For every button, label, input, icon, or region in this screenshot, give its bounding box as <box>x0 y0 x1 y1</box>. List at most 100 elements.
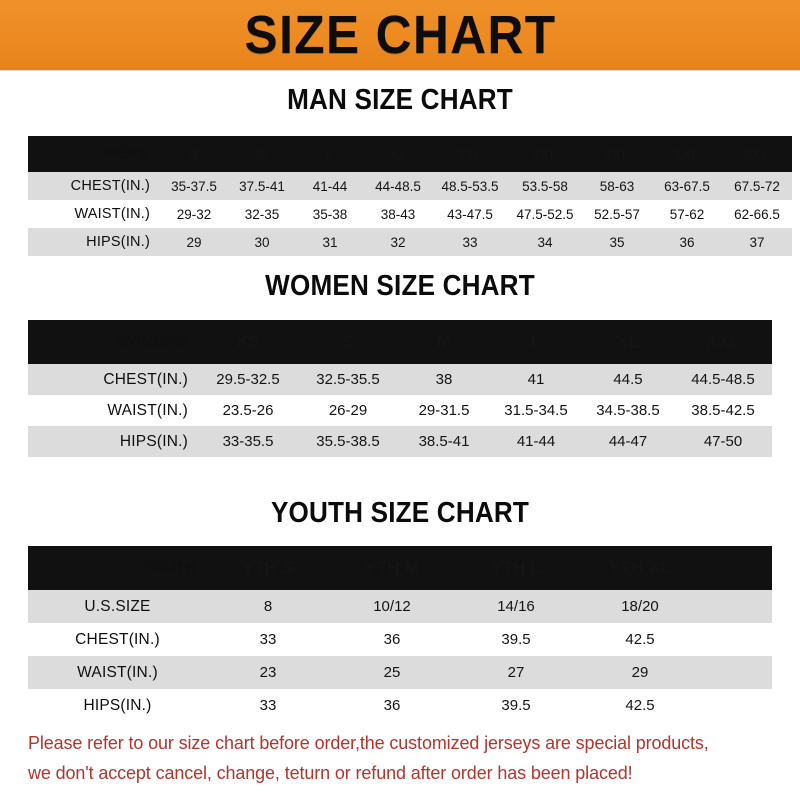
women-row-label-waist: WAIST(IN.) <box>107 401 188 419</box>
cell: 36 <box>383 631 401 648</box>
women-header-label: WOMEN'S <box>116 334 188 350</box>
youth-size-chart-section: YOUTH SIZE CHART <box>28 497 772 530</box>
man-size-col-6: 3XL <box>532 146 558 162</box>
man-row-label-waist: WAIST(IN.) <box>74 206 150 222</box>
man-size-chart-section: MAN SIZE CHART <box>28 84 772 117</box>
cell: 29 <box>186 234 202 250</box>
women-section-title: WOMEN SIZE CHART <box>265 270 535 302</box>
cell: 33-35.5 <box>222 433 274 450</box>
cell: 33 <box>259 631 277 648</box>
women-size-col-1: XS <box>236 332 260 351</box>
cell-spacer <box>702 590 772 623</box>
cell: 41-44 <box>516 433 556 450</box>
cell: 25 <box>383 664 401 681</box>
cell: 38.5-42.5 <box>691 402 755 419</box>
youth-row-label-hips: HIPS(IN.) <box>83 696 152 714</box>
table-row: HIPS(IN.) 29 30 31 32 33 34 35 36 37 <box>28 228 792 256</box>
cell: 29-32 <box>176 206 212 222</box>
table-row: CHEST(IN.) 33 36 39.5 42.5 <box>28 623 772 656</box>
page-title: SIZE CHART <box>244 5 556 65</box>
women-size-col-4: L <box>530 332 542 351</box>
cell: 23.5-26 <box>222 402 274 419</box>
man-size-col-3: L <box>325 146 335 162</box>
man-header-label: MEN'S <box>103 146 150 162</box>
cell: 38.5-41 <box>418 433 470 450</box>
table-row: CHEST(IN.) 35-37.5 37.5-41 41-44 44-48.5… <box>28 172 792 200</box>
youth-header-label: YOUTH <box>144 560 196 576</box>
women-row-label-hips: HIPS(IN.) <box>119 432 188 450</box>
cell: 58-63 <box>599 178 635 194</box>
cell-spacer <box>702 623 772 656</box>
cell: 44.5 <box>613 371 643 388</box>
women-size-chart-section: WOMEN SIZE CHART <box>28 270 772 303</box>
table-row: U.S.SIZE 8 10/12 14/16 18/20 <box>28 590 772 623</box>
cell: 39.5 <box>501 631 531 648</box>
man-section-title: MAN SIZE CHART <box>287 84 513 116</box>
man-size-col-4: XL <box>389 146 407 162</box>
youth-size-col-3: YTH L <box>490 558 542 577</box>
cell: 47-50 <box>703 433 743 450</box>
youth-header-spacer <box>702 546 772 590</box>
man-size-col-1: S <box>189 146 199 162</box>
women-size-col-6: XXL <box>706 332 740 351</box>
women-size-col-3: M <box>436 332 452 351</box>
man-table-header-row: MEN'S S M L XL 2XL 3XL 4XL 5XL 6XL <box>28 136 792 172</box>
cell: 41 <box>527 371 545 388</box>
table-row: WAIST(IN.) 23 25 27 29 <box>28 656 772 689</box>
cell: 38-43 <box>380 206 416 222</box>
cell: 39.5 <box>501 697 531 714</box>
man-size-col-8: 5XL <box>674 146 700 162</box>
youth-row-label-ussize: U.S.SIZE <box>84 597 151 615</box>
women-size-table-wrapper: WOMEN'S XS S M L XL XXL CHEST(IN.) 29.5-… <box>28 320 772 457</box>
cell: 8 <box>263 598 273 615</box>
table-row: WAIST(IN.) 23.5-26 26-29 29-31.5 31.5-34… <box>28 395 772 426</box>
youth-row-label-chest: CHEST(IN.) <box>75 630 160 648</box>
cell-spacer <box>702 656 772 689</box>
cell: 31 <box>322 234 338 250</box>
man-size-table: MEN'S S M L XL 2XL 3XL 4XL 5XL 6XL CHEST… <box>28 136 792 256</box>
cell: 32.5-35.5 <box>316 371 380 388</box>
women-row-label-chest: CHEST(IN.) <box>103 370 188 388</box>
youth-size-table: YOUTH YTH S YTH M YTH L YTH XL U.S.SIZE … <box>28 546 772 722</box>
cell: 33 <box>259 697 277 714</box>
table-row: CHEST(IN.) 29.5-32.5 32.5-35.5 38 41 44.… <box>28 364 772 395</box>
man-row-label-hips: HIPS(IN.) <box>86 234 150 250</box>
cell: 29-31.5 <box>418 402 470 419</box>
youth-row-label-waist: WAIST(IN.) <box>77 663 158 681</box>
cell: 53.5-58 <box>522 178 568 194</box>
cell: 36 <box>383 697 401 714</box>
youth-size-col-2: YTH M <box>364 558 420 577</box>
man-size-col-9: 6XL <box>744 146 770 162</box>
cell: 48.5-53.5 <box>441 178 499 194</box>
cell: 42.5 <box>625 697 655 714</box>
youth-size-col-1: YTH S <box>242 558 294 577</box>
cell: 35 <box>609 234 625 250</box>
women-size-col-2: S <box>342 332 354 351</box>
cell: 29.5-32.5 <box>216 371 280 388</box>
cell: 31.5-34.5 <box>504 402 568 419</box>
cell: 38 <box>435 371 453 388</box>
cell: 43-47.5 <box>447 206 493 222</box>
cell: 67.5-72 <box>734 178 780 194</box>
cell: 44-47 <box>608 433 648 450</box>
women-size-col-5: XL <box>616 332 640 351</box>
cell: 34.5-38.5 <box>596 402 660 419</box>
disclaimer-line-2: we don't accept cancel, change, teturn o… <box>28 762 633 783</box>
cell: 23 <box>259 664 277 681</box>
man-size-table-wrapper: MEN'S S M L XL 2XL 3XL 4XL 5XL 6XL CHEST… <box>28 136 792 256</box>
cell: 33 <box>462 234 478 250</box>
cell: 10/12 <box>373 598 411 615</box>
page-banner: SIZE CHART <box>0 0 800 71</box>
cell: 32-35 <box>244 206 280 222</box>
man-size-col-5: 2XL <box>457 146 483 162</box>
cell: 44-48.5 <box>375 178 421 194</box>
cell: 14/16 <box>497 598 535 615</box>
youth-table-header-row: YOUTH YTH S YTH M YTH L YTH XL <box>28 546 772 590</box>
cell: 62-66.5 <box>734 206 780 222</box>
cell: 32 <box>390 234 406 250</box>
cell: 52.5-57 <box>594 206 640 222</box>
cell: 35.5-38.5 <box>316 433 380 450</box>
cell: 18/20 <box>621 598 659 615</box>
cell: 30 <box>254 234 270 250</box>
